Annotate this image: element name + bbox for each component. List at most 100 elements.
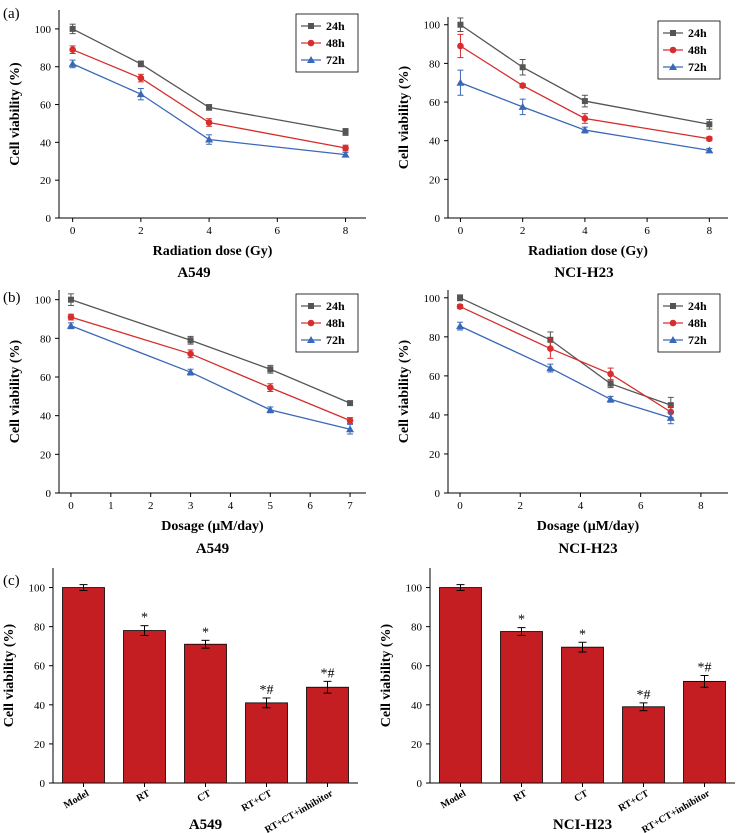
a-right-xtick-label: 6 <box>644 225 650 237</box>
panel-label-b: (b) <box>3 290 21 306</box>
c-right-bar <box>622 706 665 784</box>
b-right-ylabel: Cell viability (%) <box>397 339 412 443</box>
panel-label-a: (a) <box>3 6 20 22</box>
b-right-xtick-label: 8 <box>698 500 704 512</box>
b-left-xtick-label: 6 <box>307 500 313 512</box>
a-right-point-24h <box>581 98 588 105</box>
b-left-point-72h <box>346 425 355 433</box>
a-left-ytick-label: 20 <box>40 175 52 187</box>
c-right-bar <box>683 680 726 784</box>
b-left-xtick-label: 4 <box>228 500 234 512</box>
c-right-category-label: RT+CT <box>617 788 651 814</box>
a-right-legend-label: 24h <box>688 26 707 40</box>
c-right-category-label: RT+CT+inhibitor <box>640 788 712 833</box>
a-right-point-24h <box>706 121 713 128</box>
a-left-point-72h <box>341 150 350 158</box>
c-right-category-label: RT <box>512 788 530 804</box>
a-left-xtick-label: 4 <box>206 225 212 237</box>
b-left-xtick-label: 2 <box>148 500 154 512</box>
b-right-caption: NCI-H23 <box>558 541 617 557</box>
a-left-legend-label: 48h <box>326 36 345 50</box>
b-left-point-48h <box>346 417 354 424</box>
b-left-point-72h <box>66 321 75 329</box>
b-left-legend-marker <box>308 303 314 309</box>
a-left-legend-label: 72h <box>326 53 345 67</box>
b-right-point-48h <box>547 345 554 352</box>
a-left-xlabel: Radiation dose (Gy) <box>153 244 273 259</box>
b-left-point-72h <box>266 405 275 413</box>
a-right-xlabel: Radiation dose (Gy) <box>528 244 648 259</box>
a-right-line-24h <box>460 24 710 125</box>
b-right-line-24h <box>459 297 672 406</box>
b-right-xtick-label: 0 <box>457 500 463 512</box>
b-left-line-24h <box>70 299 351 404</box>
b-left-ytick-label: 60 <box>40 372 52 384</box>
c-left-category-label: RT+CT <box>240 788 274 814</box>
b-right-ytick-label: 20 <box>429 449 441 461</box>
b-right-line-72h <box>459 325 671 419</box>
c-left-significance-mark: *# <box>321 666 335 681</box>
c-right-ylabel: Cell viability (%) <box>379 623 394 727</box>
c-left-category-label: CT <box>195 788 213 805</box>
b-left-legend: 24h 48h 72h <box>295 293 359 353</box>
row-a-caption-right: NCI-H23 <box>554 265 613 281</box>
c-left-significance-mark: * <box>202 625 209 640</box>
a-left-legend: 24h 48h 72h <box>295 13 359 73</box>
b-right-point-48h <box>607 370 614 378</box>
b-right-legend: 24h 48h 72h <box>657 293 721 353</box>
c-left-significance-mark: *# <box>260 683 274 698</box>
a-right-legend-label: 72h <box>688 60 707 74</box>
c-left-bar <box>62 587 105 784</box>
a-right-point-72h <box>456 78 465 86</box>
c-right-bar <box>561 646 604 784</box>
c-left-ytick-label: 40 <box>34 700 46 712</box>
a-right-ytick-label: 20 <box>429 174 441 186</box>
b-right-legend-label: 48h <box>688 316 707 330</box>
a-left-xtick-label: 0 <box>70 225 76 237</box>
b-left-xtick-label: 3 <box>188 500 194 512</box>
b-left-legend-marker <box>307 319 315 327</box>
c-left-bar <box>184 643 227 784</box>
a-right-ytick-label: 100 <box>424 20 441 32</box>
b-right-point-72h <box>666 413 675 421</box>
a-left-line-72h <box>72 63 346 156</box>
b-right-point-72h <box>606 395 615 403</box>
b-right-legend-marker <box>670 303 676 309</box>
b-right-point-24h <box>607 380 614 387</box>
b-right-point-72h <box>546 364 555 372</box>
a-right-ytick-label: 60 <box>429 97 441 109</box>
c-right-significance-mark: *# <box>698 661 712 676</box>
b-left-line-72h <box>70 325 351 430</box>
a-right-ytick-label: 80 <box>429 58 441 70</box>
c-right-bar <box>500 631 543 784</box>
c-left-ytick-label: 0 <box>40 778 46 790</box>
c-left-category-label: Model <box>62 788 91 811</box>
row-a-caption-left: A549 <box>177 265 210 281</box>
a-right-xtick-label: 4 <box>582 225 588 237</box>
a-left-point-72h <box>205 135 214 143</box>
b-left-xtick-label: 0 <box>68 500 74 512</box>
b-left-ytick-label: 0 <box>46 488 52 500</box>
a-left-point-48h <box>205 119 213 126</box>
c-right-ytick-label: 0 <box>417 778 423 790</box>
a-left-legend-marker <box>307 39 315 47</box>
a-right-legend-marker <box>670 30 676 36</box>
a-left-ytick-label: 0 <box>46 213 52 225</box>
a-left-point-24h <box>342 128 349 135</box>
a-left-ytick-label: 100 <box>35 24 52 36</box>
a-left-xtick-label: 6 <box>275 225 281 237</box>
c-left-significance-mark: * <box>141 611 148 626</box>
a-left-ylabel: Cell viability (%) <box>8 62 23 166</box>
a-left-legend-marker <box>307 56 315 63</box>
a-right-legend-label: 48h <box>688 43 707 57</box>
c-right-category-label: CT <box>572 788 590 805</box>
b-left-legend-label: 72h <box>326 333 345 347</box>
a-right-ytick-label: 40 <box>429 136 441 148</box>
a-right-xtick-label: 0 <box>458 225 464 237</box>
b-left-line-48h <box>70 316 351 422</box>
a-right-ytick-label: 0 <box>435 213 441 225</box>
b-left-ytick-label: 80 <box>40 333 52 345</box>
a-right-point-48h <box>706 135 713 143</box>
a-left-point-24h <box>69 25 76 32</box>
b-left-xtick-label: 7 <box>347 500 353 512</box>
